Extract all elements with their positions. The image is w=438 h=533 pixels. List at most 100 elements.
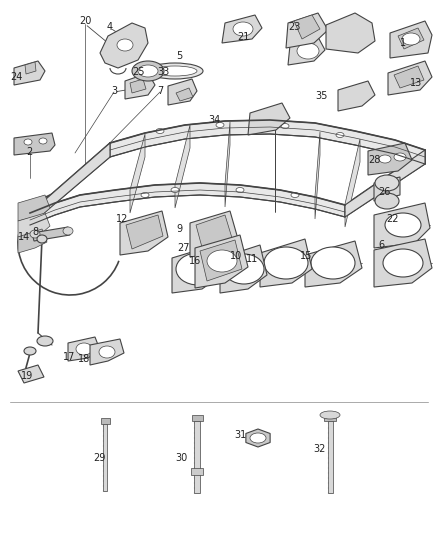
Text: 30: 30 — [176, 454, 188, 463]
Polygon shape — [326, 13, 375, 53]
Polygon shape — [125, 73, 155, 99]
Polygon shape — [68, 337, 100, 361]
Polygon shape — [345, 150, 425, 217]
Polygon shape — [172, 245, 222, 293]
Polygon shape — [130, 134, 145, 213]
Text: 15: 15 — [300, 251, 313, 261]
Polygon shape — [18, 195, 50, 221]
Ellipse shape — [141, 192, 149, 198]
Ellipse shape — [216, 123, 224, 127]
Polygon shape — [191, 468, 203, 475]
Text: 5: 5 — [177, 51, 183, 61]
Polygon shape — [18, 229, 47, 253]
Text: 20: 20 — [79, 17, 92, 26]
Ellipse shape — [153, 66, 197, 76]
Text: 2: 2 — [27, 147, 33, 157]
Polygon shape — [398, 28, 424, 49]
Text: 33: 33 — [157, 67, 170, 77]
Polygon shape — [390, 21, 432, 58]
Polygon shape — [194, 421, 200, 493]
Polygon shape — [90, 339, 124, 365]
Polygon shape — [110, 120, 425, 164]
Text: 3: 3 — [111, 86, 117, 95]
Polygon shape — [374, 203, 430, 248]
Text: 26: 26 — [378, 187, 391, 197]
Polygon shape — [176, 88, 193, 101]
Polygon shape — [374, 239, 432, 287]
Ellipse shape — [24, 139, 32, 145]
Ellipse shape — [250, 433, 266, 443]
Ellipse shape — [394, 153, 406, 161]
Polygon shape — [103, 424, 107, 491]
Polygon shape — [286, 13, 328, 48]
Ellipse shape — [236, 188, 244, 192]
Text: 34: 34 — [208, 115, 221, 125]
Ellipse shape — [147, 63, 203, 79]
Text: 22: 22 — [386, 214, 398, 223]
Ellipse shape — [24, 347, 36, 355]
Ellipse shape — [156, 128, 164, 133]
Polygon shape — [18, 213, 50, 237]
Ellipse shape — [402, 33, 420, 45]
Polygon shape — [338, 81, 375, 111]
Text: 9: 9 — [177, 224, 183, 234]
Polygon shape — [100, 418, 110, 424]
Polygon shape — [315, 132, 320, 219]
Text: 1: 1 — [400, 38, 406, 47]
Ellipse shape — [37, 336, 53, 346]
Ellipse shape — [132, 61, 164, 81]
Text: 16: 16 — [189, 256, 201, 266]
Text: 32: 32 — [314, 444, 326, 454]
Text: 18: 18 — [78, 354, 90, 364]
Polygon shape — [374, 177, 400, 201]
Polygon shape — [25, 62, 36, 74]
Polygon shape — [168, 79, 197, 105]
Ellipse shape — [138, 65, 158, 77]
Ellipse shape — [171, 188, 179, 192]
Polygon shape — [32, 227, 70, 241]
Ellipse shape — [176, 253, 220, 285]
Ellipse shape — [383, 249, 423, 277]
Text: 31: 31 — [234, 431, 246, 440]
Polygon shape — [305, 241, 362, 287]
Polygon shape — [394, 66, 424, 88]
Text: 35: 35 — [316, 91, 328, 101]
Ellipse shape — [375, 193, 399, 209]
Polygon shape — [126, 215, 163, 249]
Polygon shape — [18, 365, 44, 383]
Text: 6: 6 — [378, 240, 384, 250]
Text: 28: 28 — [368, 155, 381, 165]
Ellipse shape — [224, 254, 264, 284]
Ellipse shape — [336, 133, 344, 138]
Ellipse shape — [37, 235, 47, 243]
Ellipse shape — [207, 250, 237, 272]
Polygon shape — [120, 211, 168, 255]
Polygon shape — [191, 415, 202, 421]
Text: 7: 7 — [157, 86, 163, 95]
Polygon shape — [14, 133, 55, 155]
Ellipse shape — [385, 213, 421, 237]
Ellipse shape — [99, 346, 115, 358]
Ellipse shape — [291, 192, 299, 198]
Polygon shape — [294, 15, 320, 39]
Text: 17: 17 — [63, 352, 75, 362]
Polygon shape — [248, 103, 290, 135]
Polygon shape — [260, 239, 312, 287]
Polygon shape — [14, 61, 45, 85]
Ellipse shape — [117, 39, 133, 51]
Polygon shape — [130, 79, 146, 93]
Polygon shape — [288, 37, 325, 65]
Polygon shape — [190, 211, 238, 257]
Text: 23: 23 — [288, 22, 300, 31]
Text: 11: 11 — [246, 254, 258, 263]
Polygon shape — [195, 235, 248, 288]
Text: 19: 19 — [21, 371, 33, 381]
Polygon shape — [175, 125, 190, 208]
Ellipse shape — [233, 22, 253, 36]
Text: 8: 8 — [32, 227, 38, 237]
Text: 25: 25 — [132, 67, 145, 77]
Ellipse shape — [63, 227, 73, 235]
Text: 14: 14 — [18, 232, 30, 242]
Polygon shape — [222, 15, 262, 43]
Ellipse shape — [379, 155, 391, 163]
